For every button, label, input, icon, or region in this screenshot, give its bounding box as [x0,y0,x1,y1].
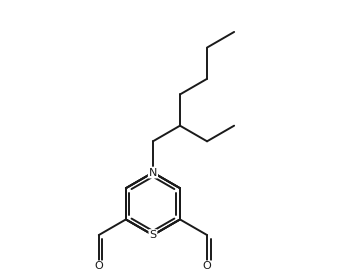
Text: S: S [149,230,157,240]
Text: O: O [203,261,211,271]
Text: O: O [94,261,103,271]
Text: N: N [149,168,157,178]
